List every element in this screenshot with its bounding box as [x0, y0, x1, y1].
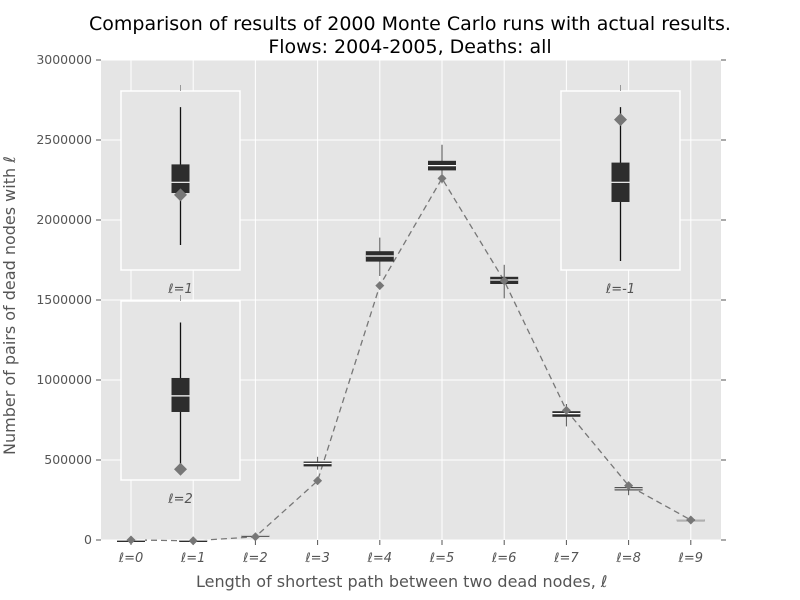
actual-value-marker [126, 535, 136, 545]
chart-title-line2: Flows: 2004-2005, Deaths: all [268, 36, 552, 58]
inset-plot: ℓ=-1 [560, 85, 681, 297]
y-tick-label: 2500000 [36, 132, 92, 147]
y-tick-label: 1000000 [36, 372, 92, 387]
x-tick-label: ℓ=5 [429, 551, 455, 566]
x-tick-label: ℓ=1 [180, 551, 206, 566]
inset-label: ℓ=2 [167, 492, 193, 507]
x-tick-label: ℓ=3 [304, 551, 330, 566]
y-tick-label: 0 [84, 532, 92, 547]
actual-value-marker [499, 276, 509, 286]
x-tick-label: ℓ=9 [678, 551, 704, 566]
inset-plot: ℓ=1 [120, 85, 241, 297]
x-tick-label: ℓ=6 [491, 551, 517, 566]
x-axis-label: Length of shortest path between two dead… [196, 572, 608, 591]
actual-value-marker [313, 476, 323, 486]
x-tick-label: ℓ=7 [553, 551, 579, 566]
y-tick-label: 3000000 [36, 52, 92, 67]
actual-values-line [130, 177, 692, 542]
x-tick-label: ℓ=2 [242, 551, 268, 566]
actual-value-marker [375, 281, 385, 291]
inset-actual-marker [614, 113, 627, 127]
inset-label: ℓ=-1 [605, 282, 635, 297]
inset-actual-marker [174, 462, 187, 476]
chart-title-line1: Comparison of results of 2000 Monte Carl… [89, 13, 731, 35]
x-tick-label: ℓ=4 [367, 551, 393, 566]
y-tick-label: 2000000 [36, 212, 92, 227]
y-tick-label: 1500000 [36, 292, 92, 307]
inset-label: ℓ=1 [167, 282, 193, 297]
x-tick-label: ℓ=0 [118, 551, 144, 566]
x-tick-label: ℓ=8 [615, 551, 641, 566]
inset-actual-marker [174, 188, 187, 202]
inset-box-body [171, 164, 190, 194]
actual-value-marker [686, 515, 696, 525]
y-tick-label: 500000 [44, 452, 92, 467]
inset-plot: ℓ=2 [120, 295, 241, 507]
actual-value-marker [624, 481, 634, 491]
inset-box-body [171, 377, 190, 412]
actual-value-marker [250, 532, 260, 542]
actual-value-marker [437, 173, 447, 183]
actual-value-marker [188, 536, 198, 546]
actual-value-marker [561, 405, 571, 415]
